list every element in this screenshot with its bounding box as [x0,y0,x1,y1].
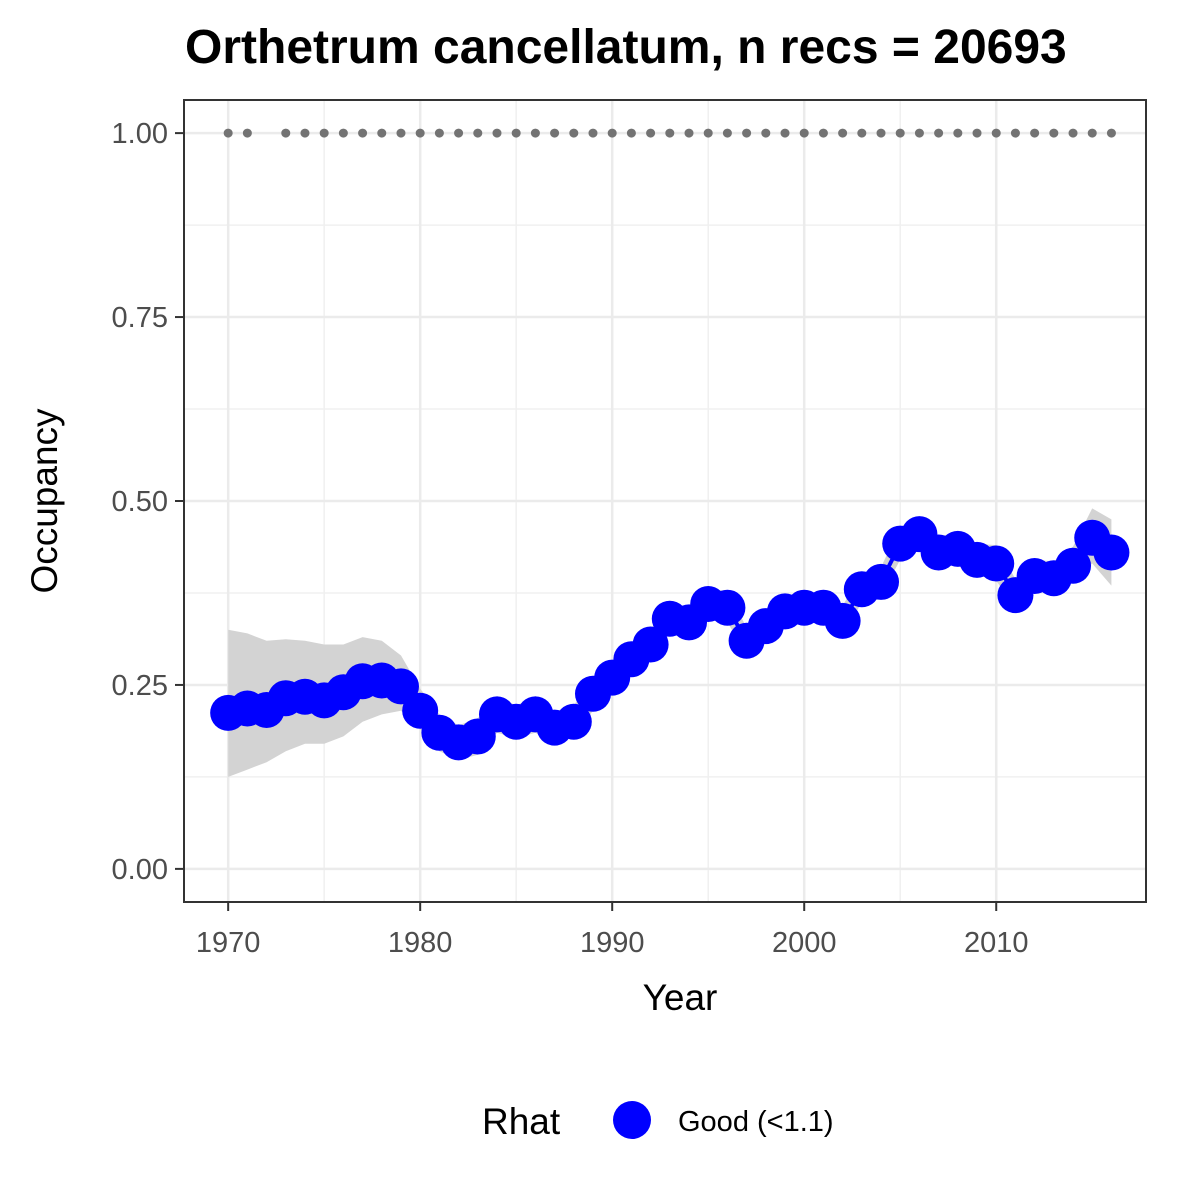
plot-panel [183,99,1147,903]
y-axis: 0.00 0.25 0.50 0.75 1.00 [112,118,184,886]
reference-point [934,128,944,138]
reference-point [511,128,521,138]
legend: Rhat Good (<1.1) [482,1101,834,1142]
reference-point [684,128,694,138]
reference-point [492,128,502,138]
reference-point [818,128,828,138]
reference-point [742,128,752,138]
reference-point [761,128,771,138]
chart-title: Orthetrum cancellatum, n recs = 20693 [185,21,1067,74]
data-point [978,545,1015,582]
reference-point [799,128,809,138]
reference-point [530,128,540,138]
reference-point [569,128,579,138]
reference-point [722,128,732,138]
x-axis: 1970 1980 1990 2000 2010 [196,902,1029,959]
reference-point [338,128,348,138]
y-axis-title: Occupancy [24,408,65,594]
reference-point [703,128,713,138]
data-point [709,589,746,626]
y-tick-label: 0.50 [112,486,168,518]
reference-point [972,128,982,138]
reference-point [358,128,368,138]
y-tick-label: 0.00 [112,854,168,886]
reference-point [223,128,233,138]
reference-point [1068,128,1078,138]
reference-point [319,128,329,138]
reference-point [895,128,905,138]
reference-point [550,128,560,138]
data-point [555,703,592,740]
reference-point [646,128,656,138]
x-tick-label: 1980 [388,927,453,959]
reference-point [588,128,598,138]
reference-point [991,128,1001,138]
reference-point [857,128,867,138]
x-tick-label: 2010 [964,927,1029,959]
reference-point [415,128,425,138]
reference-point [1030,128,1040,138]
y-tick-label: 1.00 [112,118,168,150]
data-point [1093,534,1130,571]
reference-point [454,128,464,138]
reference-point [1010,128,1020,138]
reference-point [396,128,406,138]
legend-title: Rhat [482,1101,561,1142]
y-tick-label: 0.75 [112,302,168,334]
data-point [1055,547,1092,584]
data-point [824,602,861,639]
reference-point [838,128,848,138]
reference-point [281,128,291,138]
x-tick-label: 1970 [196,927,261,959]
reference-point [607,128,617,138]
x-axis-title: Year [643,977,718,1018]
data-point [632,626,669,663]
x-tick-label: 2000 [772,927,837,959]
data-point [863,563,900,600]
legend-label-good: Good (<1.1) [678,1106,834,1138]
reference-point [665,128,675,138]
reference-points-layer [223,128,1116,138]
series-layer [210,516,1130,761]
reference-point [876,128,886,138]
reference-point [1049,128,1059,138]
reference-point [780,128,790,138]
y-tick-label: 0.25 [112,670,168,702]
x-tick-label: 1990 [580,927,645,959]
reference-point [1087,128,1097,138]
reference-point [434,128,444,138]
reference-point [377,128,387,138]
reference-point [953,128,963,138]
reference-point [914,128,924,138]
legend-key-good [613,1101,651,1139]
reference-point [1106,128,1116,138]
reference-point [473,128,483,138]
reference-point [626,128,636,138]
reference-point [242,128,252,138]
reference-point [300,128,310,138]
data-point [382,668,419,705]
